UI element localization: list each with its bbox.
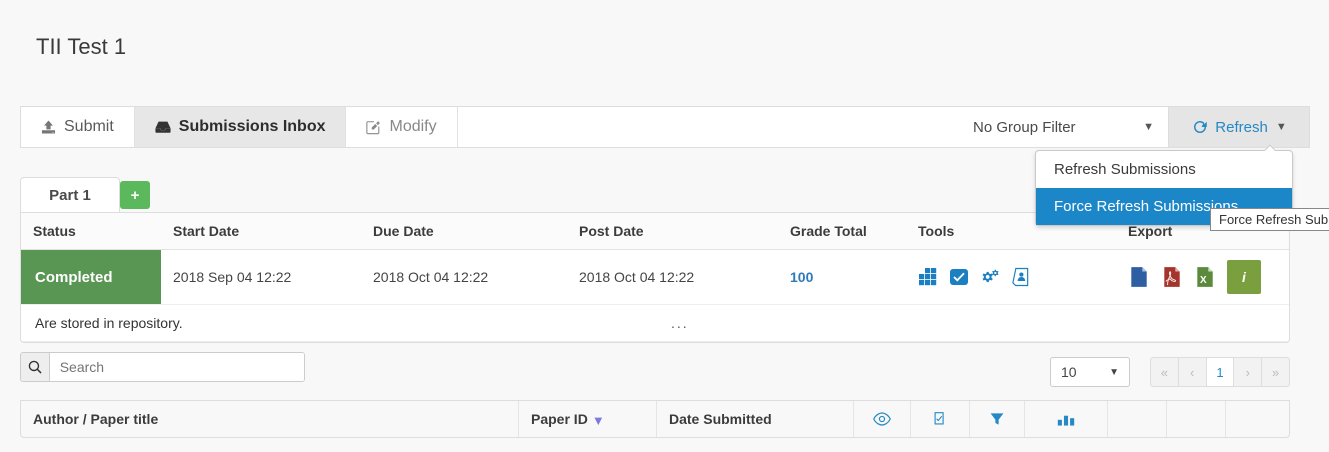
svg-text:X: X bbox=[1200, 275, 1207, 286]
